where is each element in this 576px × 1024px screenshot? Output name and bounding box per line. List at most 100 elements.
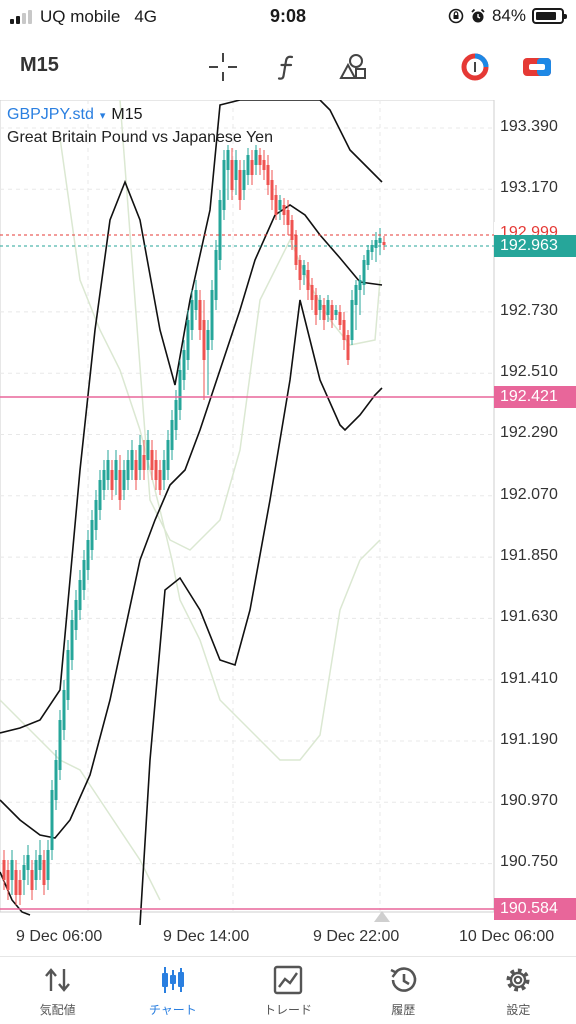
nav-trade[interactable]: トレード [230, 957, 345, 1024]
price-chart[interactable] [0, 100, 576, 955]
candle-bull [74, 600, 78, 630]
price-label: 191.630 [500, 608, 558, 625]
nav-label: 設定 [506, 1003, 531, 1017]
status-bar: UQ mobile 4G 9:08 84% [0, 0, 576, 34]
candle-bull [90, 520, 94, 550]
candle-bull [38, 855, 42, 870]
candle-bear [298, 260, 302, 280]
candle-bear [258, 155, 262, 165]
candle-bull [162, 460, 166, 480]
candle-bear [198, 300, 202, 330]
candle-bull [326, 300, 330, 315]
candle-bull [58, 720, 62, 770]
candle-bear [110, 470, 114, 490]
candle-bull [98, 480, 102, 510]
price-label: 191.190 [500, 731, 558, 748]
candle-bull [166, 440, 170, 470]
chart-toolbar: M15 [0, 40, 576, 92]
candle-bear [346, 335, 350, 360]
candle-bear [230, 160, 234, 190]
history-icon [387, 965, 419, 995]
candle-bear [250, 160, 254, 175]
candle-bull [350, 300, 354, 340]
candle-bull [174, 400, 178, 430]
crosshair-icon[interactable] [206, 50, 240, 84]
candle-bull [126, 460, 130, 480]
price-label: 190.750 [500, 853, 558, 870]
one-click-icon[interactable] [520, 50, 554, 84]
symbol-name[interactable]: GBPJPY.std [7, 106, 94, 123]
candle-bull [206, 330, 210, 350]
candle-bear [6, 870, 10, 890]
orientation-lock-icon [448, 8, 464, 24]
nav-label: 履歴 [391, 1003, 416, 1017]
status-right: 84% [448, 6, 567, 26]
candle-bull [54, 760, 58, 800]
time-label: 10 Dec 06:00 [459, 928, 555, 945]
candle-bull [106, 460, 110, 480]
candle-bull [362, 260, 366, 285]
candle-bear [290, 220, 294, 240]
candle-bull [234, 160, 238, 180]
candle-bull [10, 860, 14, 880]
level-high-tag: 192.421 [494, 386, 576, 408]
candle-bull [138, 445, 142, 470]
battery-icon [532, 8, 567, 24]
band-inner-upper [59, 137, 381, 761]
time-label: 9 Dec 14:00 [163, 928, 250, 945]
nav-quotes[interactable]: 気配値 [0, 957, 115, 1024]
price-label: 193.390 [500, 118, 558, 135]
nav-chart[interactable]: チャート [115, 957, 230, 1024]
band-inner-mid [119, 100, 381, 551]
candle-bull [70, 620, 74, 660]
candle-bull [146, 440, 150, 460]
function-icon[interactable] [270, 50, 304, 84]
candle-bull [94, 500, 98, 530]
candle-bull [190, 300, 194, 330]
chart-canvas[interactable] [0, 100, 576, 955]
timeframe-button[interactable]: M15 [20, 54, 59, 76]
candle-bear [266, 165, 270, 185]
candle-bear [310, 285, 314, 300]
candle-bear [158, 470, 162, 490]
objects-icon[interactable] [336, 50, 370, 84]
symbol-dropdown-icon[interactable]: ▾ [99, 109, 106, 122]
candle-bear [18, 880, 22, 895]
candle-bull [182, 350, 186, 380]
nav-label: 気配値 [39, 1003, 76, 1017]
candle-bear [342, 320, 346, 340]
nav-label: トレード [264, 1003, 313, 1017]
bottom-navigation: 気配値 チャート トレード 履歴 設定 [0, 956, 576, 1024]
candle-bear [322, 305, 326, 320]
alarm-icon [471, 8, 485, 23]
candle-bull [186, 320, 190, 360]
price-label: 190.970 [500, 792, 558, 809]
bid-price-tag: 192.963 [494, 235, 576, 257]
candle-bear [150, 450, 154, 470]
candle-bull [34, 860, 38, 880]
candle-bull [366, 250, 370, 265]
price-label: 193.170 [500, 179, 558, 196]
candle-bear [42, 860, 46, 885]
candle-bull [354, 285, 358, 305]
candle-bull [102, 470, 106, 490]
trade-toggle-icon[interactable] [458, 50, 492, 84]
nav-history[interactable]: 履歴 [346, 957, 461, 1024]
candle-bull [214, 250, 218, 300]
candle-bull [278, 200, 282, 210]
chart-header: GBPJPY.std ▾ M15 [7, 106, 143, 124]
band-inner-lower [0, 699, 161, 901]
candle-bear [338, 312, 342, 325]
battery-percent: 84% [491, 6, 526, 25]
candle-bull [22, 865, 26, 880]
status-left: UQ mobile 4G [10, 7, 157, 27]
candle-bear [14, 870, 18, 895]
candle-bull [194, 290, 198, 310]
time-label: 9 Dec 22:00 [313, 928, 400, 945]
candle-bear [306, 270, 310, 290]
candle-bull [218, 200, 222, 260]
price-label: 192.510 [500, 363, 558, 380]
level-low-tag: 190.584 [494, 898, 576, 920]
nav-settings[interactable]: 設定 [461, 957, 576, 1024]
candle-bull [378, 238, 382, 243]
